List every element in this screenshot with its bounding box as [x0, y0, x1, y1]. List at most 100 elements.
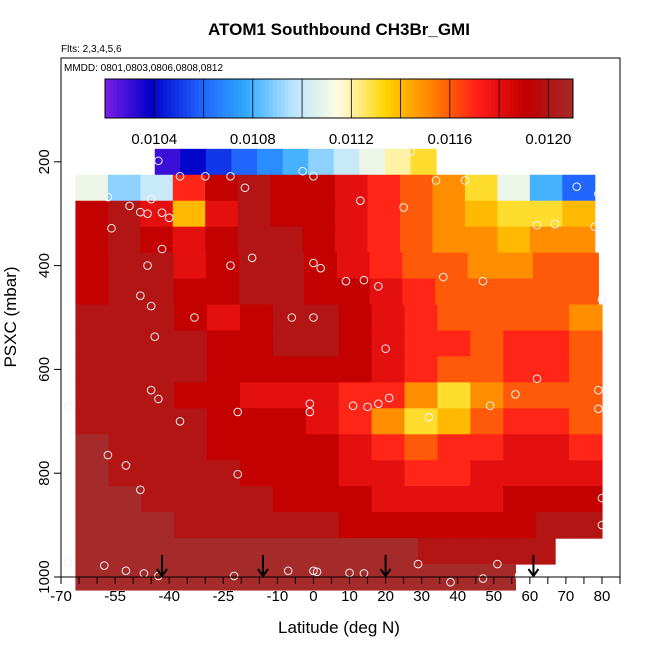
- observation-point: [406, 147, 416, 156]
- heatmap-cell: [470, 486, 504, 513]
- colorbar-tick-label: 0.0120: [525, 131, 571, 148]
- x-tick-label: 30: [413, 588, 430, 605]
- colorbar-gradient-slice: [491, 79, 496, 118]
- heatmap-cell: [75, 278, 109, 306]
- heatmap-cell: [367, 226, 401, 254]
- observation-point: [63, 402, 73, 412]
- colorbar-gradient-slice: [276, 79, 281, 118]
- colorbar-gradient-slice: [354, 79, 359, 118]
- colorbar-gradient-slice: [323, 79, 328, 118]
- colorbar-gradient-slice: [194, 79, 200, 118]
- heatmap-cell: [497, 200, 531, 228]
- heatmap-cell: [305, 330, 340, 358]
- observation-point: [107, 223, 116, 233]
- observation-point: [309, 313, 318, 322]
- colorbar-gradient-slice: [272, 79, 278, 118]
- heatmap-cell: [400, 174, 434, 202]
- heatmap-cell: [437, 434, 471, 461]
- heatmap-cell: [107, 226, 141, 254]
- observation-point: [92, 189, 102, 199]
- heatmap-cell: [400, 226, 434, 254]
- colorbar-gradient-slice: [381, 79, 387, 118]
- colorbar-gradient-slice: [296, 79, 301, 118]
- heatmap-cell: [371, 460, 406, 487]
- heatmap-cell: [237, 200, 271, 228]
- colorbar-gradient-slice: [409, 79, 414, 118]
- heatmap-cell: [75, 538, 111, 565]
- heatmap-cell: [500, 252, 534, 280]
- observation-point: [514, 571, 524, 581]
- colorbar-gradient-slice: [459, 79, 465, 118]
- heatmap-cell: [437, 460, 471, 487]
- heatmap-cell: [239, 356, 274, 383]
- heatmap-cell: [434, 278, 469, 306]
- x-tick-label: 70: [558, 588, 575, 605]
- heatmap-cell: [75, 512, 109, 539]
- observation-point: [446, 577, 455, 587]
- observation-point: [309, 172, 318, 181]
- heatmap-cell: [207, 330, 241, 358]
- heatmap-cell: [305, 356, 340, 383]
- colorbar-gradient-slice: [163, 79, 168, 118]
- colorbar-gradient-slice: [222, 79, 227, 118]
- colorbar-gradient-slice: [292, 79, 297, 118]
- dates-subtitle: MMDD: 0801,0803,0806,0808,0812: [64, 63, 223, 74]
- heatmap-cell: [207, 486, 241, 513]
- heatmap-cell: [75, 356, 109, 383]
- heatmap-cell: [75, 252, 109, 280]
- x-axis-label: Latitude (deg N): [278, 618, 400, 637]
- heatmap-cell: [108, 434, 142, 461]
- heatmap-cell: [464, 200, 498, 228]
- heatmap-cell: [371, 356, 406, 383]
- heatmap-cell: [272, 512, 307, 539]
- colorbar-gradient-slice: [452, 79, 457, 118]
- colorbar-gradient-slice: [444, 79, 449, 118]
- colorbar-gradient-slice: [241, 79, 246, 118]
- heatmap-cell: [207, 460, 241, 487]
- x-tick-label: 20: [377, 588, 394, 605]
- observation-point: [431, 176, 441, 185]
- heatmap-cell: [452, 538, 488, 565]
- observation-point: [597, 520, 607, 530]
- heatmap-cell: [336, 252, 371, 280]
- x-axis: -70 -55 -40 -25 -10 0 10 20 30 40 50 60 70 80: [50, 576, 621, 605]
- heatmap-cell: [172, 226, 206, 254]
- colorbar-gradient-slice: [432, 79, 437, 118]
- colorbar: 0.0104 0.0108 0.0112 0.0116 0.0120: [104, 78, 574, 148]
- x-tick-label: 0: [309, 588, 317, 605]
- heatmap-cell: [404, 460, 439, 487]
- heatmap-cell: [271, 278, 305, 306]
- y-axis: 200 400 600 800 1000: [36, 149, 61, 594]
- heatmap-cell: [562, 200, 596, 228]
- observation-point: [384, 393, 394, 403]
- colorbar-gradient-slice: [245, 79, 250, 118]
- observation-point: [99, 561, 109, 570]
- observation-point: [363, 402, 372, 412]
- heatmap-cell: [562, 174, 596, 202]
- observation-point: [493, 559, 502, 569]
- heatmap-cell: [470, 330, 504, 358]
- colorbar-gradient-slice: [331, 79, 336, 118]
- heatmap-cell: [108, 460, 142, 487]
- colorbar-gradient-slice: [198, 79, 203, 118]
- observation-point: [374, 399, 383, 408]
- colorbar-gradient-slice: [522, 79, 527, 118]
- colorbar-gradient-slice: [108, 79, 114, 118]
- heatmap-cell: [207, 408, 241, 435]
- y-tick-label: 200: [36, 149, 53, 174]
- heatmap-cell: [562, 226, 596, 254]
- colorbar-frame: [104, 78, 574, 119]
- colorbar-gradient-slice: [105, 79, 110, 118]
- heatmap-cell: [500, 278, 534, 306]
- heatmap-cell: [503, 356, 537, 383]
- heatmap-cell: [338, 382, 373, 409]
- heatmap-cell: [565, 278, 599, 306]
- heatmap-cell: [239, 408, 274, 435]
- heatmap-cell: [174, 486, 208, 513]
- colorbar-gradient-slice: [541, 79, 547, 118]
- heatmap-cell: [172, 174, 206, 202]
- heatmap-cell: [338, 356, 373, 383]
- colorbar-gradient-slice: [335, 79, 340, 118]
